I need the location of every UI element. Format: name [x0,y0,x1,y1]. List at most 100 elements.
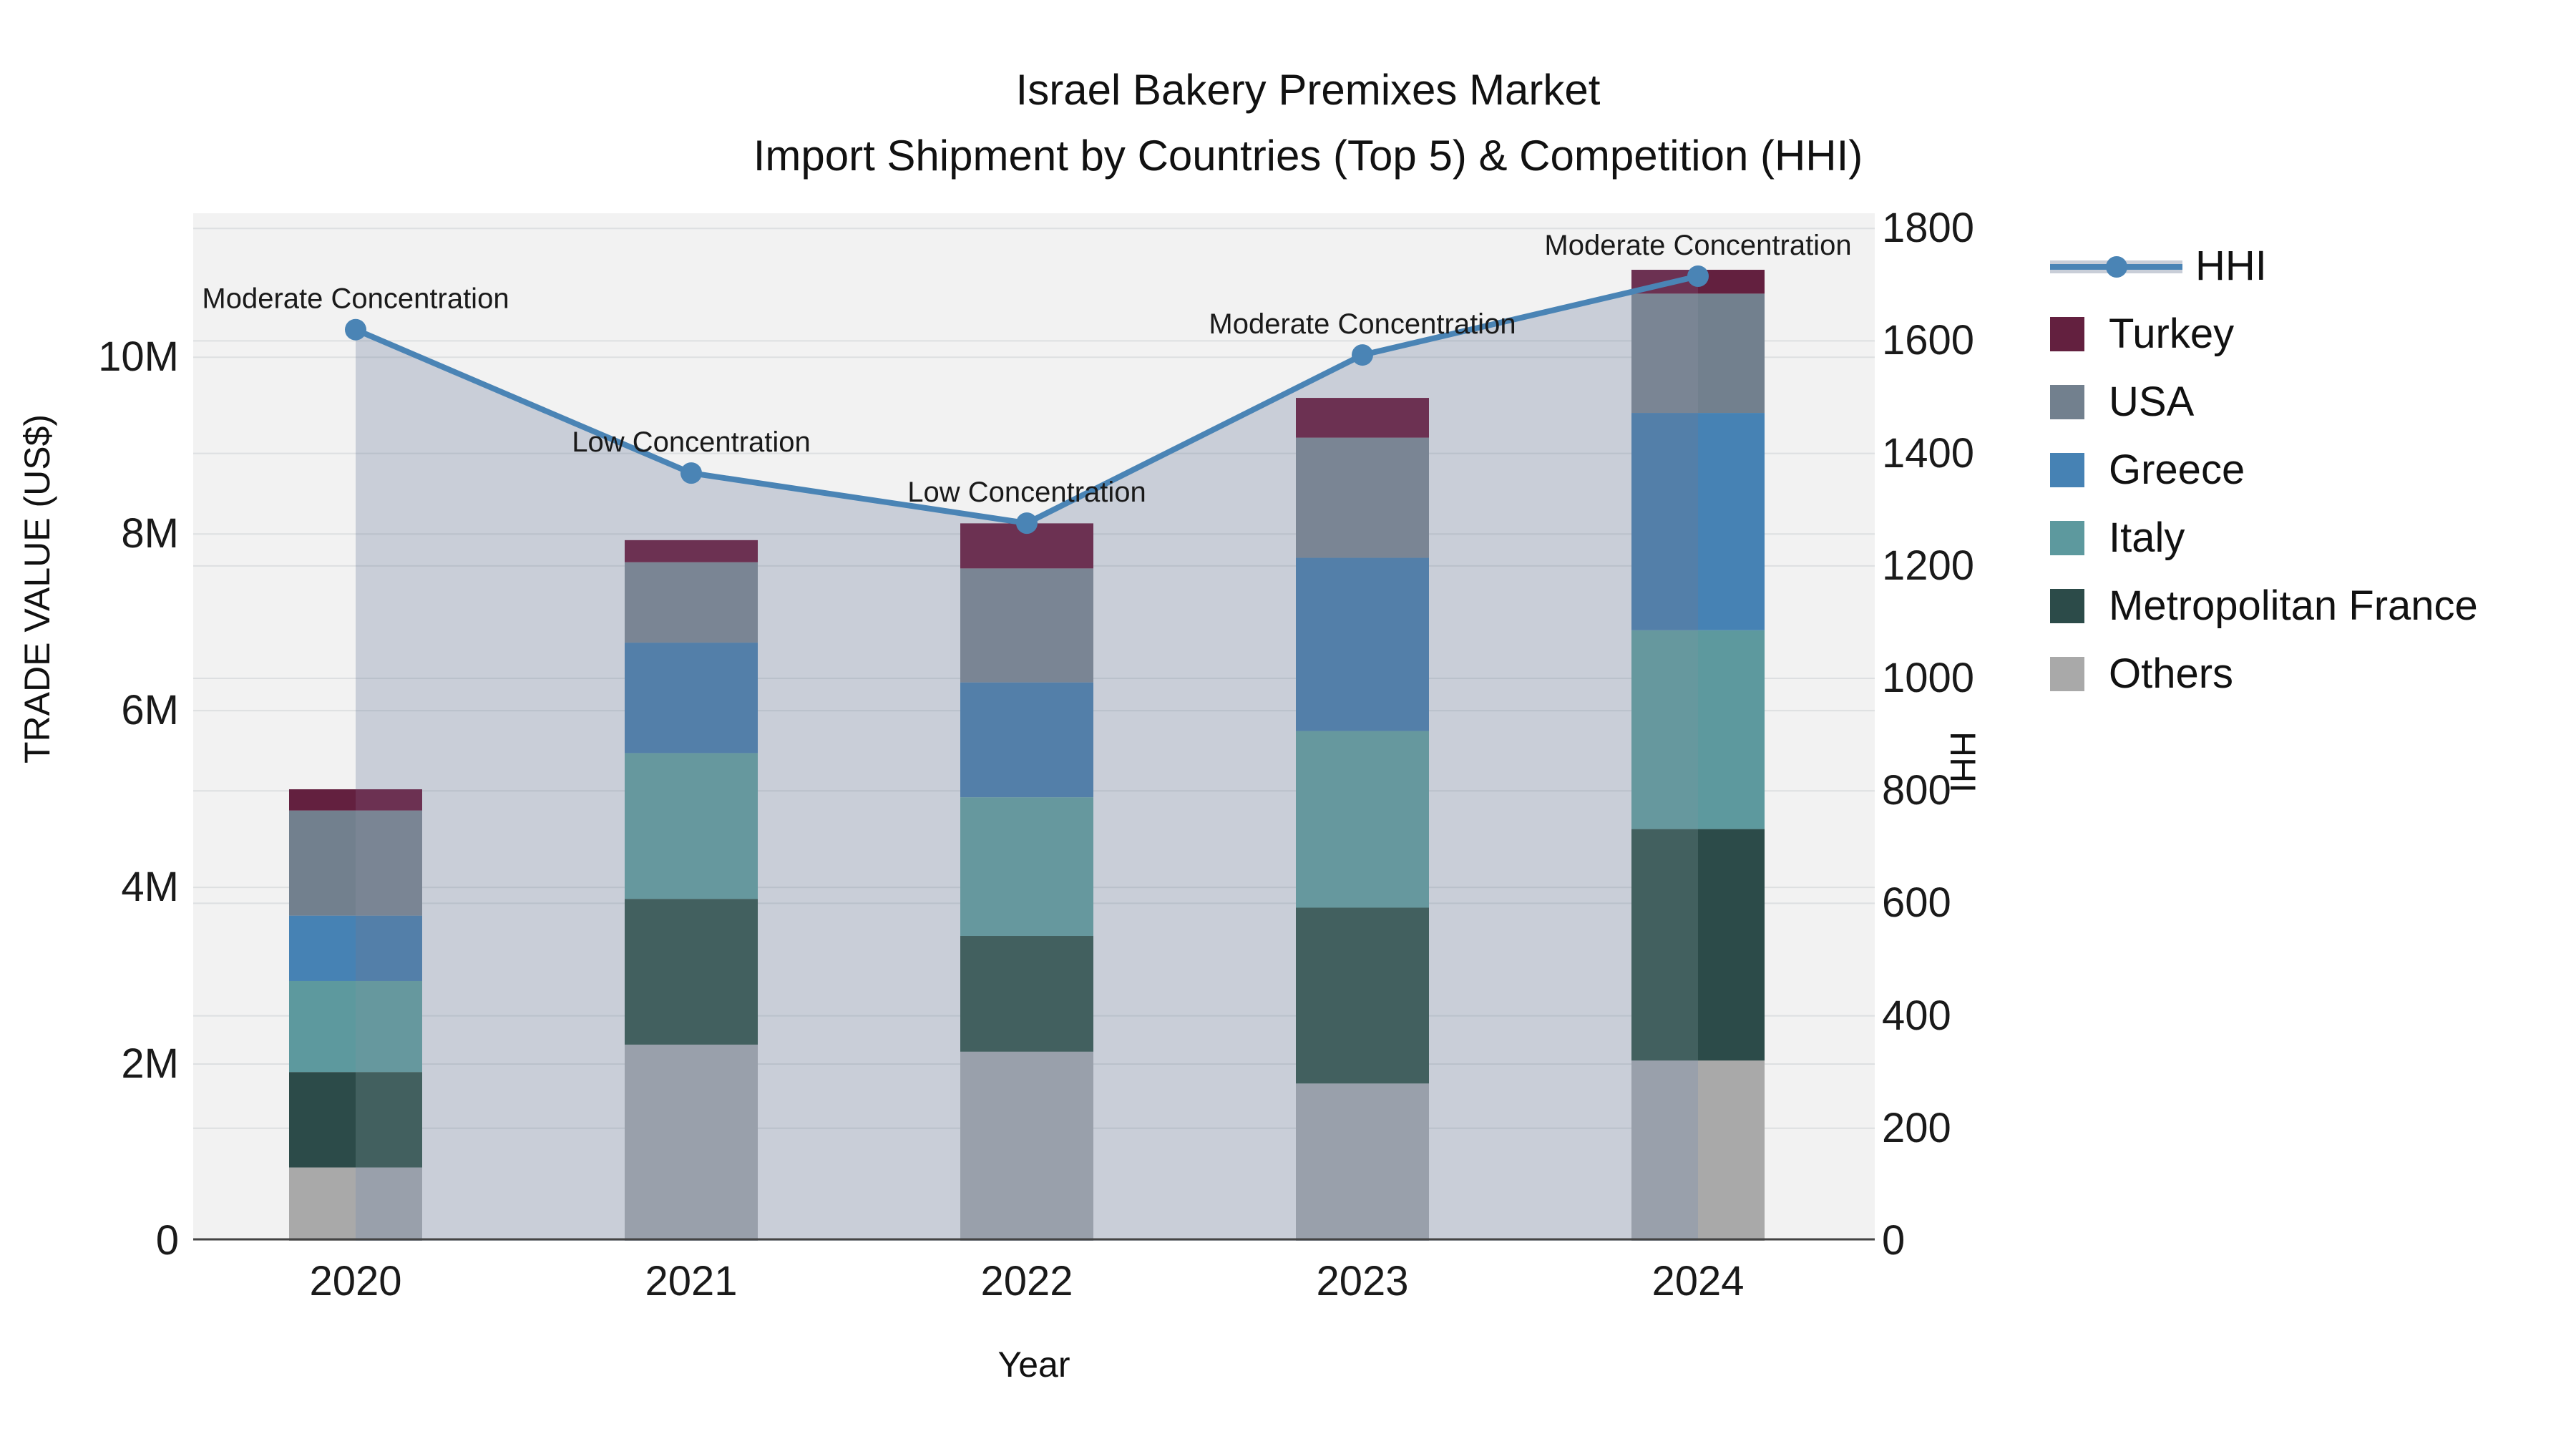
bar-2021-usa[interactable] [625,562,758,643]
bar-segment-right-half[interactable] [691,899,758,1045]
bar-segment-right-half[interactable] [691,753,758,899]
bar-2024-metropolitan-france[interactable] [1631,829,1765,1061]
legend-item-usa[interactable]: USA [2050,368,2478,436]
bar-2022-usa[interactable] [960,568,1093,683]
bar-2023-usa[interactable] [1296,437,1429,558]
bar-segment-left-half[interactable] [1296,557,1362,731]
bar-segment-left-half[interactable] [625,1044,691,1241]
bar-2020-others[interactable] [289,1167,422,1241]
bar-2022-italy[interactable] [960,797,1093,937]
bar-segment-left-half[interactable] [960,568,1027,683]
legend-item-italy[interactable]: Italy [2050,504,2478,572]
legend-item-hhi[interactable]: HHI [2050,232,2478,300]
bar-segment-right-half[interactable] [356,1167,422,1241]
bar-segment-left-half[interactable] [1631,293,1698,414]
bar-segment-right-half[interactable] [1027,797,1093,937]
bar-2021-others[interactable] [625,1044,758,1241]
bar-segment-left-half[interactable] [1631,1060,1698,1241]
bar-2023-italy[interactable] [1296,731,1429,908]
bar-segment-right-half[interactable] [356,789,422,811]
bar-segment-right-half[interactable] [356,810,422,916]
bar-segment-left-half[interactable] [1631,630,1698,829]
bar-segment-right-half[interactable] [356,980,422,1073]
bar-segment-left-half[interactable] [625,753,691,899]
bar-2024-italy[interactable] [1631,630,1765,829]
bar-segment-left-half[interactable] [960,936,1027,1052]
bar-2020-greece[interactable] [289,915,422,981]
bar-segment-right-half[interactable] [691,643,758,753]
bar-segment-left-half[interactable] [1631,829,1698,1061]
bar-segment-right-half[interactable] [356,1072,422,1168]
bar-2022-greece[interactable] [960,682,1093,798]
bar-2022-metropolitan-france[interactable] [960,936,1093,1052]
legend-item-others[interactable]: Others [2050,640,2478,708]
chart-canvas[interactable]: Moderate Concentration Low Concentration L… [193,213,1875,1241]
bar-segment-left-half[interactable] [625,540,691,562]
bar-segment-right-half[interactable] [1698,270,1765,294]
bar-segment-right-half[interactable] [1027,523,1093,569]
bar-segment-right-half[interactable] [1698,293,1765,414]
bar-2023-metropolitan-france[interactable] [1296,907,1429,1084]
bar-segment-left-half[interactable] [289,1167,356,1241]
bar-segment-left-half[interactable] [289,810,356,916]
bar-segment-left-half[interactable] [1631,413,1698,630]
bar-segment-left-half[interactable] [960,797,1027,937]
legend-item-turkey[interactable]: Turkey [2050,300,2478,368]
bar-segment-right-half[interactable] [1698,1060,1765,1241]
bar-segment-right-half[interactable] [691,1044,758,1241]
bar-segment-right-half[interactable] [1027,936,1093,1052]
bar-segment-right-half[interactable] [1698,829,1765,1061]
hhi-point-2022[interactable] [1016,512,1038,535]
bar-segment-left-half[interactable] [289,1072,356,1168]
bar-segment-right-half[interactable] [1362,731,1429,908]
bar-2020-turkey[interactable] [289,789,422,811]
bar-segment-left-half[interactable] [1296,907,1362,1084]
bar-2023-turkey[interactable] [1296,398,1429,438]
legend-item-metropolitan-france[interactable]: Metropolitan France [2050,572,2478,640]
bar-segment-left-half[interactable] [960,682,1027,798]
bar-2020-usa[interactable] [289,810,422,916]
bar-segment-right-half[interactable] [1027,682,1093,798]
legend-item-greece[interactable]: Greece [2050,436,2478,504]
bar-segment-left-half[interactable] [960,1051,1027,1241]
bar-segment-left-half[interactable] [289,789,356,811]
hhi-point-2020[interactable] [345,318,366,341]
bar-segment-right-half[interactable] [1362,437,1429,558]
bar-segment-right-half[interactable] [1362,1083,1429,1241]
bar-2022-others[interactable] [960,1051,1093,1241]
bar-2024-usa[interactable] [1631,293,1765,414]
bar-2023-others[interactable] [1296,1083,1429,1241]
bar-segment-right-half[interactable] [1362,557,1429,731]
bar-segment-left-half[interactable] [1296,1083,1362,1241]
bar-2021-italy[interactable] [625,753,758,899]
bar-2021-metropolitan-france[interactable] [625,899,758,1045]
hhi-point-2021[interactable] [680,462,702,484]
bar-2020-metropolitan-france[interactable] [289,1072,422,1168]
bar-2021-turkey[interactable] [625,540,758,562]
bar-segment-right-half[interactable] [1698,630,1765,829]
bar-segment-right-half[interactable] [356,915,422,981]
bar-2024-greece[interactable] [1631,413,1765,630]
bar-segment-left-half[interactable] [625,899,691,1045]
bar-2024-others[interactable] [1631,1060,1765,1241]
bar-segment-right-half[interactable] [1027,568,1093,683]
bar-2021-greece[interactable] [625,643,758,753]
bar-segment-left-half[interactable] [289,915,356,981]
bar-segment-left-half[interactable] [625,643,691,753]
bar-segment-right-half[interactable] [1027,1051,1093,1241]
bar-2023-greece[interactable] [1296,557,1429,731]
bar-segment-left-half[interactable] [625,562,691,643]
bar-segment-left-half[interactable] [1296,437,1362,558]
bar-2022-turkey[interactable] [960,523,1093,569]
bar-segment-right-half[interactable] [691,562,758,643]
bar-segment-left-half[interactable] [1296,398,1362,438]
bar-segment-right-half[interactable] [1362,907,1429,1084]
bar-segment-right-half[interactable] [1698,413,1765,630]
bar-segment-left-half[interactable] [289,980,356,1073]
bar-2020-italy[interactable] [289,980,422,1073]
hhi-point-2023[interactable] [1352,344,1373,366]
bar-segment-right-half[interactable] [691,540,758,562]
bar-segment-right-half[interactable] [1362,398,1429,438]
hhi-point-2024[interactable] [1687,265,1709,288]
bar-segment-left-half[interactable] [960,523,1027,569]
